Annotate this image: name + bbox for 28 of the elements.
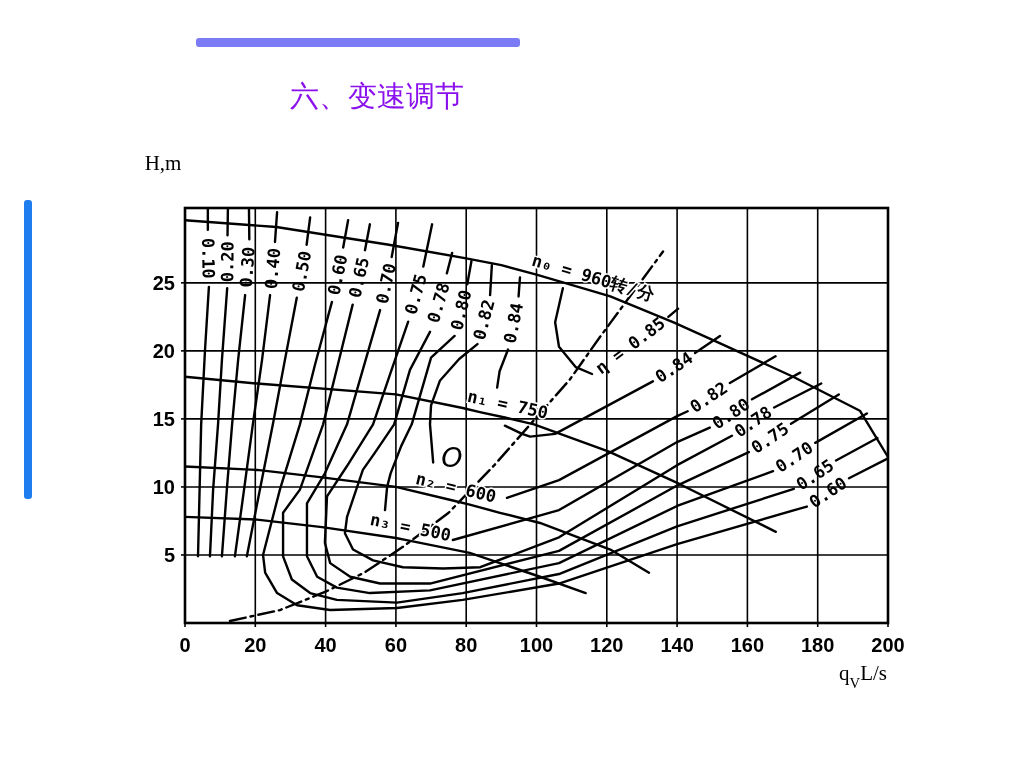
chart-title: 六、变速调节 xyxy=(290,80,464,112)
x-axis-title: q$_{V}$L/s xyxy=(839,661,887,691)
y-tick-label: 5 xyxy=(163,543,175,566)
x-tick-label: 120 xyxy=(590,634,624,656)
y-axis-title: H,m xyxy=(144,151,182,175)
x-tick-label: 80 xyxy=(455,634,478,656)
x-tick-label: 40 xyxy=(314,634,337,656)
y-tick-label: 25 xyxy=(152,271,175,294)
annotation: n₃ = 500 xyxy=(368,509,453,546)
x-tick-label: 200 xyxy=(871,634,905,656)
x-tick-label: 20 xyxy=(244,634,267,656)
annotation: 0.84 xyxy=(499,300,528,346)
annotation: 0.30 xyxy=(235,246,259,289)
annotation: n₁ = 750 xyxy=(465,385,550,423)
annotation: 0.10 xyxy=(197,237,219,279)
x-tick-label: 100 xyxy=(519,634,554,656)
annotation: 0.20 xyxy=(217,241,238,283)
x-tick-label: 180 xyxy=(801,634,835,656)
x-tick-label: 140 xyxy=(660,634,694,656)
annotation: 0.50 xyxy=(288,249,316,294)
y-tick-label: 10 xyxy=(152,475,175,498)
annotation: 0.70 xyxy=(371,261,401,306)
x-tick-label: 160 xyxy=(730,634,765,656)
annotation: 0.40 xyxy=(260,247,285,290)
y-tick-label: 15 xyxy=(152,407,175,430)
y-tick-label: 20 xyxy=(152,339,175,362)
x-tick-label: 60 xyxy=(384,634,408,656)
x-tick-label: 0 xyxy=(179,634,191,656)
